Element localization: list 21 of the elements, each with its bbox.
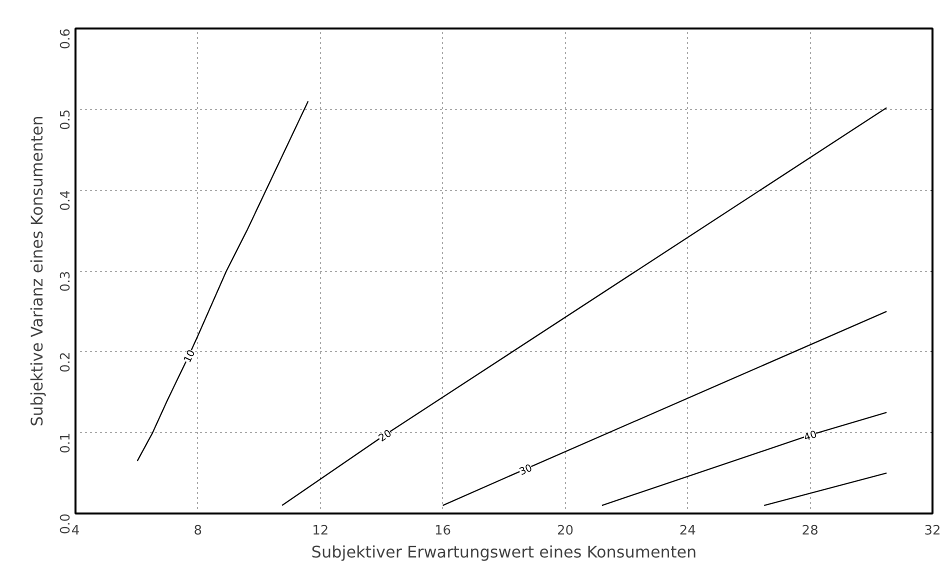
- y-axis-title: Subjektive Varianz eines Konsumenten: [28, 116, 46, 426]
- y-tick-label: 0.3: [58, 270, 74, 292]
- x-tick-label: 24: [679, 524, 696, 538]
- x-tick-label: 28: [802, 524, 818, 538]
- x-tick-label: 8: [194, 524, 202, 538]
- x-tick-label: 4: [71, 524, 80, 538]
- y-tick-label: 0.1: [58, 432, 74, 454]
- x-axis-title: Subjektiver Erwartungswert eines Konsumenten: [311, 542, 697, 562]
- series-label: 10: [182, 348, 198, 365]
- series-label: 20: [377, 428, 394, 444]
- y-tick-label: 0.0: [58, 513, 74, 534]
- x-tick-label: 16: [434, 524, 452, 538]
- x-tick-label: 32: [924, 524, 941, 538]
- series-label: 30: [518, 462, 534, 478]
- x-tick-label: 20: [556, 524, 574, 538]
- y-tick-label: 0.2: [58, 352, 74, 373]
- series-label: 40: [802, 429, 818, 444]
- y-tick-label: 0.6: [58, 28, 74, 50]
- x-tick-label: 12: [312, 524, 329, 538]
- y-tick-label: 0.5: [58, 109, 74, 130]
- y-tick-label: 0.4: [58, 190, 74, 211]
